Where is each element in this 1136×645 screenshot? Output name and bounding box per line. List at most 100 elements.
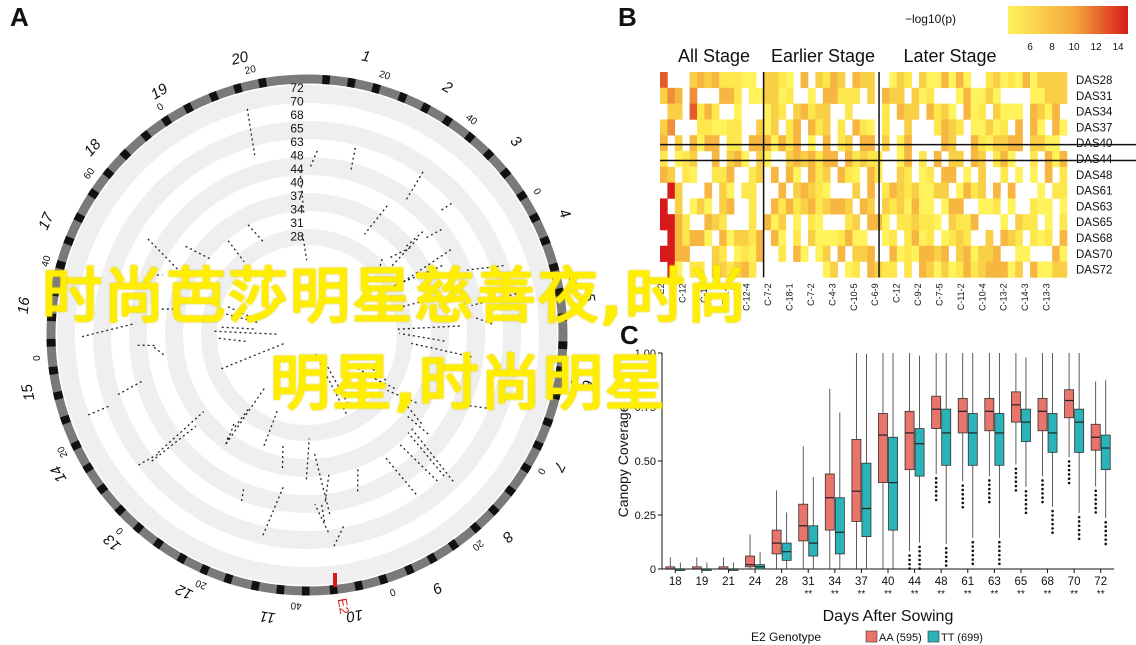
heatmap-cell	[660, 214, 668, 231]
heatmap-cell	[822, 245, 831, 262]
heatmap-cell	[741, 245, 750, 262]
outlier-point	[934, 494, 938, 497]
heatmap-cell	[993, 135, 1001, 152]
heatmap-cell	[741, 230, 750, 247]
marker-label: C-14-3	[1020, 283, 1030, 311]
heatmap-cell	[689, 151, 698, 168]
chromosome-band	[140, 129, 152, 142]
association-signal	[411, 342, 472, 358]
chromosome-label: 1	[360, 47, 372, 65]
outlier-point	[1024, 498, 1028, 502]
box-aa	[931, 395, 942, 429]
association-signal	[364, 205, 388, 235]
chromosome-band	[70, 440, 82, 451]
heatmap-cell	[956, 182, 964, 199]
heatmap-cell	[1000, 119, 1009, 136]
heatmap-cell	[970, 214, 979, 231]
outlier-point	[1014, 484, 1018, 488]
trait-label: DAS65	[1076, 217, 1112, 229]
heatmap-cell	[1030, 103, 1038, 120]
heatmap-cell	[867, 166, 875, 183]
association-signal	[333, 524, 346, 547]
outlier-point	[1094, 498, 1097, 501]
heatmap-cell	[845, 198, 853, 215]
chromosome-label: 12	[173, 580, 196, 603]
heatmap-cell	[734, 135, 742, 152]
canopy-coverage-boxplot: 0 0.25 0.50 0.75 1.00 Canopy Coverage 18 19 21 24…	[616, 348, 1114, 644]
heatmap-cell	[719, 182, 727, 199]
heatmap-cell	[1000, 151, 1009, 168]
heatmap-cell	[837, 72, 846, 89]
association-signal	[281, 444, 284, 468]
outlier-point	[998, 545, 1001, 548]
heatmap-cell	[674, 230, 683, 247]
chromosome-band	[132, 521, 145, 534]
heatmap-cell	[689, 87, 698, 104]
heatmap-cell	[852, 245, 861, 262]
heatmap-cell	[711, 151, 720, 168]
chromosome-band	[404, 563, 415, 576]
heatmap-cell	[800, 182, 809, 199]
heatmap-cell	[978, 245, 986, 262]
heatmap-cell	[1044, 230, 1053, 247]
outlier-point	[1094, 506, 1097, 510]
heatmap-cell	[726, 119, 735, 136]
outlier-point	[934, 481, 938, 484]
y-tick-label: 0.50	[635, 456, 656, 468]
heatmap-cell	[674, 135, 683, 152]
heatmap-cell	[1015, 261, 1023, 278]
heatmap-cell	[756, 135, 764, 152]
outlier-point	[1041, 479, 1044, 482]
heatmap-cell	[978, 135, 986, 152]
heatmap-cell	[1007, 135, 1016, 152]
position-tick-label: 0	[32, 354, 43, 361]
heatmap-cell	[882, 103, 890, 120]
heatmap-cell	[911, 103, 920, 120]
outlier-point	[918, 567, 921, 570]
heatmap-cell	[941, 230, 949, 247]
x-tick-label: 24	[749, 576, 762, 588]
heatmap-cell	[970, 151, 979, 168]
heatmap-cell	[815, 245, 824, 262]
association-signal	[240, 489, 245, 502]
chromosome-label: 15	[18, 382, 38, 402]
heatmap-cell	[993, 182, 1001, 199]
stage-header: All Stage	[678, 46, 750, 66]
association-signal	[247, 224, 265, 244]
heatmap-cell	[667, 261, 676, 278]
outlier-point	[961, 501, 965, 505]
position-tick-label: 20	[378, 69, 392, 83]
heatmap-cell	[726, 261, 735, 278]
association-signal	[398, 443, 438, 482]
inner-circle	[237, 265, 377, 405]
heatmap-cell	[852, 230, 861, 247]
heatmap-cell	[970, 103, 979, 120]
heatmap-cell	[822, 230, 831, 247]
outlier-point	[1041, 492, 1044, 495]
chromosome-band	[63, 235, 75, 247]
outlier-point	[918, 554, 921, 557]
heatmap-cell	[919, 72, 927, 89]
position-tick-label: 20	[194, 577, 209, 592]
heatmap-cell	[660, 166, 668, 183]
heatmap-cell	[682, 245, 690, 262]
heatmap-cell	[845, 261, 853, 278]
stage-label: 37	[290, 189, 304, 203]
heatmap-cell	[704, 198, 713, 215]
association-signal	[383, 455, 417, 495]
outlier-point	[971, 549, 975, 553]
box-aa	[798, 503, 809, 542]
heatmap-cell	[845, 151, 853, 168]
heatmap-cell	[667, 182, 676, 199]
heatmap-cell	[682, 230, 690, 247]
heatmap-cell	[711, 214, 720, 231]
outlier-point	[1014, 480, 1018, 484]
heatmap-cell	[1059, 230, 1068, 247]
heatmap-cell	[1022, 72, 1031, 89]
chromosome-band	[329, 584, 338, 595]
x-tick-label: 44	[908, 576, 921, 588]
heatmap-cell	[1037, 103, 1046, 120]
heatmap-cell	[756, 166, 764, 183]
heatmap-cell	[1044, 214, 1053, 231]
heatmap-cell	[941, 245, 949, 262]
